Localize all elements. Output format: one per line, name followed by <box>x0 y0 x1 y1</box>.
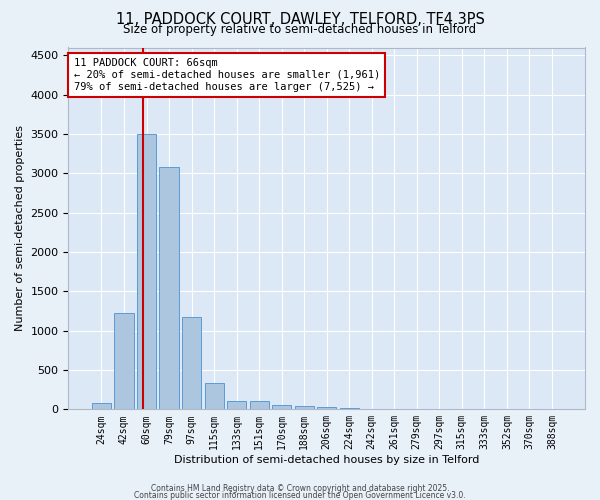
Bar <box>295 406 314 409</box>
Bar <box>115 312 134 410</box>
X-axis label: Distribution of semi-detached houses by size in Telford: Distribution of semi-detached houses by … <box>174 455 479 465</box>
Bar <box>137 134 156 409</box>
Bar <box>160 167 179 410</box>
Text: Contains public sector information licensed under the Open Government Licence v3: Contains public sector information licen… <box>134 490 466 500</box>
Bar <box>205 382 224 409</box>
Bar <box>182 318 201 410</box>
Bar <box>340 408 359 410</box>
Text: 11 PADDOCK COURT: 66sqm
← 20% of semi-detached houses are smaller (1,961)
79% of: 11 PADDOCK COURT: 66sqm ← 20% of semi-de… <box>74 58 380 92</box>
Bar <box>250 402 269 409</box>
Bar <box>272 405 291 409</box>
Text: 11, PADDOCK COURT, DAWLEY, TELFORD, TF4 3PS: 11, PADDOCK COURT, DAWLEY, TELFORD, TF4 … <box>116 12 484 28</box>
Bar <box>92 403 111 409</box>
Text: Size of property relative to semi-detached houses in Telford: Size of property relative to semi-detach… <box>124 22 476 36</box>
Text: Contains HM Land Registry data © Crown copyright and database right 2025.: Contains HM Land Registry data © Crown c… <box>151 484 449 493</box>
Y-axis label: Number of semi-detached properties: Number of semi-detached properties <box>15 126 25 332</box>
Bar <box>317 407 336 410</box>
Bar <box>227 400 246 409</box>
